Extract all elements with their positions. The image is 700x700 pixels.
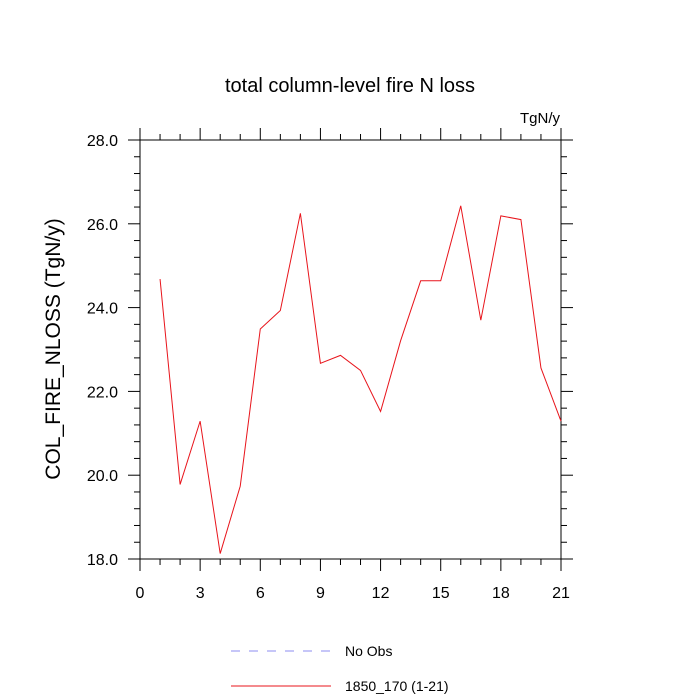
y-tick-label: 20.0 [87,468,118,485]
legend-label-no-obs: No Obs [345,643,392,659]
y-tick-label: 26.0 [87,217,118,234]
y-tick-label: 22.0 [87,384,118,401]
x-tick-label: 0 [136,585,145,602]
legend-label-series: 1850_170 (1-21) [345,678,449,694]
series-line [159,205,562,554]
legend: No Obs 1850_170 (1-21) [231,643,449,694]
x-axis: 0 3 6 9 12 15 18 21 [136,128,570,602]
chart-title: total column-level fire N loss [225,75,475,97]
y-tick-label: 18.0 [87,552,118,569]
x-tick-label: 18 [492,585,510,602]
x-tick-label: 12 [372,585,390,602]
plot-frame [139,139,562,560]
y-axis: 18.0 20.0 22.0 24.0 26.0 28.0 [87,133,573,569]
x-tick-label: 15 [432,585,450,602]
y-tick-label: 28.0 [87,133,118,150]
x-tick-label: 21 [552,585,570,602]
units-label: TgN/y [520,110,561,127]
y-axis-label: COL_FIRE_NLOSS (TgN/y) [42,218,65,479]
x-tick-label: 6 [256,585,265,602]
x-tick-label: 9 [316,585,325,602]
x-tick-label: 3 [196,585,205,602]
y-tick-label: 24.0 [87,301,118,318]
series-layer [159,205,562,554]
